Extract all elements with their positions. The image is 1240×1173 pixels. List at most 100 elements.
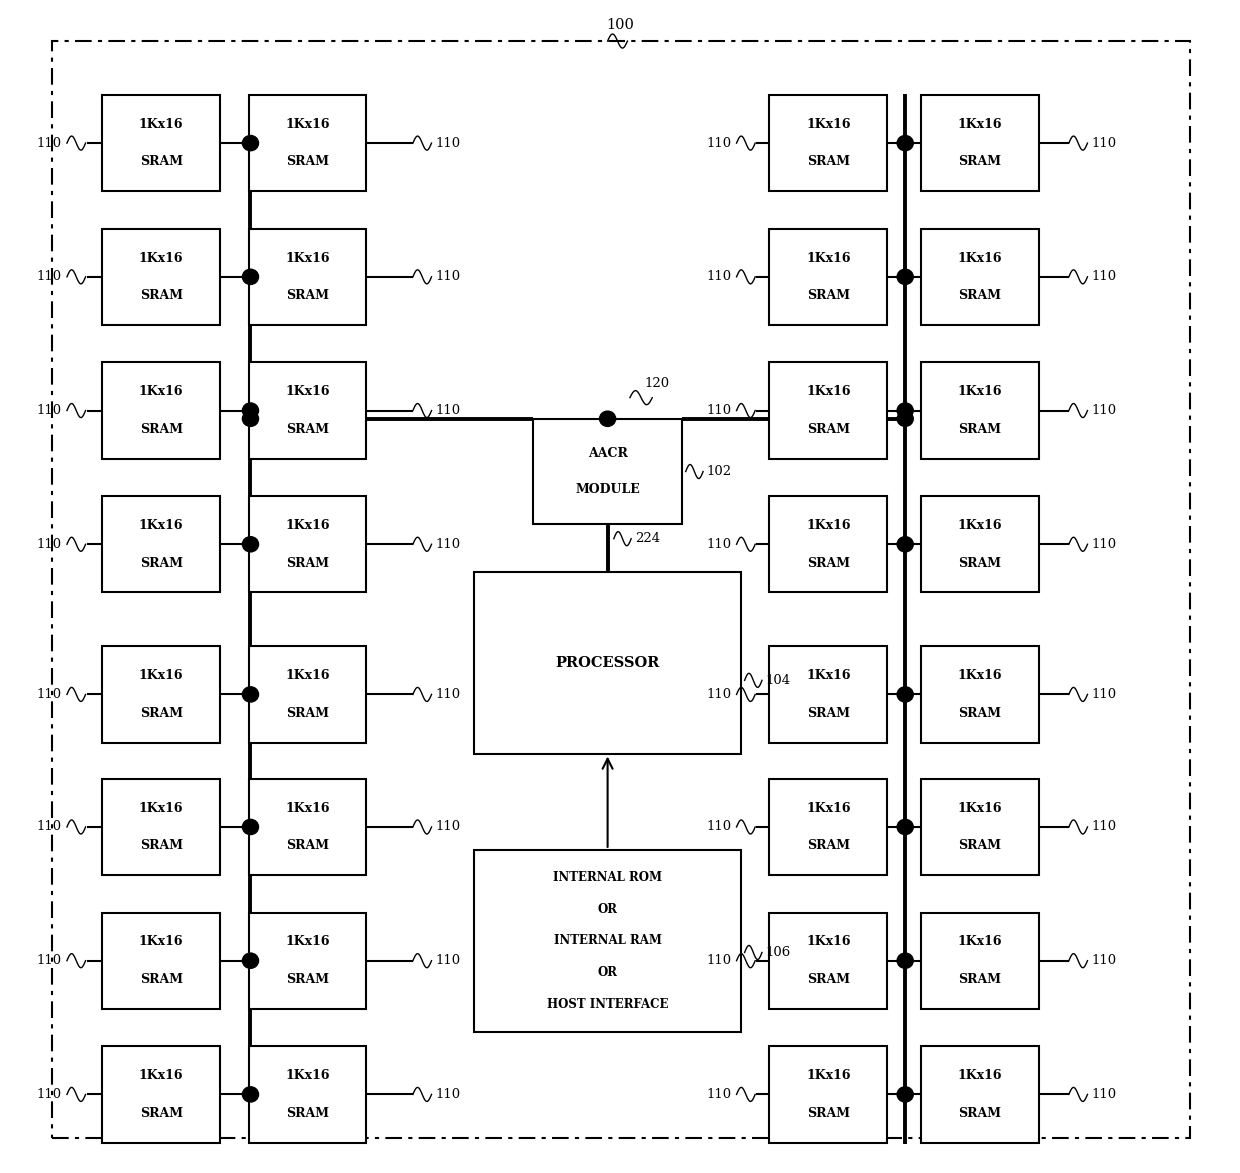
- Text: 110: 110: [1091, 820, 1116, 834]
- Text: SRAM: SRAM: [140, 1106, 182, 1120]
- Text: SRAM: SRAM: [807, 972, 849, 986]
- Text: SRAM: SRAM: [959, 706, 1001, 720]
- Text: SRAM: SRAM: [286, 556, 329, 570]
- Bar: [248, 646, 367, 743]
- Text: 1Kx16: 1Kx16: [285, 518, 330, 533]
- Text: 1Kx16: 1Kx16: [957, 518, 1002, 533]
- Bar: [248, 229, 367, 325]
- Text: OR: OR: [598, 902, 618, 916]
- Text: 1Kx16: 1Kx16: [285, 1069, 330, 1083]
- Text: 110: 110: [1091, 404, 1116, 418]
- Text: 1Kx16: 1Kx16: [806, 935, 851, 949]
- Circle shape: [898, 411, 913, 426]
- Text: SRAM: SRAM: [286, 1106, 329, 1120]
- Circle shape: [243, 269, 259, 284]
- Text: SRAM: SRAM: [959, 556, 1001, 570]
- Text: 1Kx16: 1Kx16: [139, 117, 184, 131]
- Text: SRAM: SRAM: [959, 1106, 1001, 1120]
- Text: 1Kx16: 1Kx16: [957, 1069, 1002, 1083]
- Bar: [248, 496, 367, 592]
- Text: 110: 110: [707, 404, 732, 418]
- Text: SRAM: SRAM: [140, 155, 182, 169]
- Bar: [920, 779, 1039, 875]
- Bar: [102, 779, 221, 875]
- Text: 110: 110: [435, 270, 460, 284]
- Circle shape: [898, 952, 913, 969]
- Text: SRAM: SRAM: [286, 422, 329, 436]
- Text: 1Kx16: 1Kx16: [285, 251, 330, 265]
- Text: 110: 110: [1091, 954, 1116, 968]
- Bar: [769, 779, 888, 875]
- Text: SRAM: SRAM: [140, 839, 182, 853]
- Text: SRAM: SRAM: [140, 706, 182, 720]
- Bar: [920, 913, 1039, 1009]
- Text: 110: 110: [37, 954, 62, 968]
- Text: 1Kx16: 1Kx16: [139, 801, 184, 815]
- Text: INTERNAL RAM: INTERNAL RAM: [554, 934, 661, 948]
- Bar: [474, 849, 742, 1032]
- Circle shape: [600, 411, 615, 426]
- Circle shape: [898, 402, 913, 418]
- Circle shape: [898, 536, 913, 551]
- Bar: [769, 362, 888, 459]
- Text: 1Kx16: 1Kx16: [957, 251, 1002, 265]
- Circle shape: [898, 819, 913, 835]
- Bar: [920, 646, 1039, 743]
- Circle shape: [243, 536, 259, 551]
- Circle shape: [243, 819, 259, 835]
- Text: 110: 110: [37, 404, 62, 418]
- Circle shape: [243, 411, 259, 426]
- Text: 110: 110: [37, 270, 62, 284]
- Text: 1Kx16: 1Kx16: [139, 251, 184, 265]
- Bar: [920, 362, 1039, 459]
- Text: 110: 110: [435, 136, 460, 150]
- Text: 104: 104: [766, 673, 791, 687]
- Bar: [102, 496, 221, 592]
- Text: 110: 110: [1091, 270, 1116, 284]
- Text: 120: 120: [645, 377, 670, 391]
- Text: 1Kx16: 1Kx16: [285, 385, 330, 399]
- Text: SRAM: SRAM: [807, 422, 849, 436]
- Text: 110: 110: [435, 954, 460, 968]
- Text: SRAM: SRAM: [286, 155, 329, 169]
- Text: 1Kx16: 1Kx16: [285, 669, 330, 683]
- Text: 110: 110: [37, 1087, 62, 1101]
- Text: 110: 110: [707, 820, 732, 834]
- Text: 110: 110: [707, 136, 732, 150]
- Text: 110: 110: [707, 687, 732, 701]
- Text: SRAM: SRAM: [807, 839, 849, 853]
- Text: 1Kx16: 1Kx16: [139, 1069, 184, 1083]
- Text: INTERNAL ROM: INTERNAL ROM: [553, 870, 662, 884]
- Bar: [920, 1046, 1039, 1143]
- Text: 102: 102: [707, 465, 732, 479]
- Text: SRAM: SRAM: [959, 839, 1001, 853]
- Text: 1Kx16: 1Kx16: [139, 385, 184, 399]
- Bar: [102, 229, 221, 325]
- Text: 1Kx16: 1Kx16: [957, 385, 1002, 399]
- Bar: [769, 95, 888, 191]
- Text: 110: 110: [37, 687, 62, 701]
- Bar: [474, 572, 742, 754]
- Bar: [920, 229, 1039, 325]
- Text: 1Kx16: 1Kx16: [806, 801, 851, 815]
- Bar: [769, 1046, 888, 1143]
- Text: 1Kx16: 1Kx16: [806, 385, 851, 399]
- Bar: [920, 95, 1039, 191]
- Text: SRAM: SRAM: [140, 972, 182, 986]
- Text: 110: 110: [1091, 136, 1116, 150]
- Text: 1Kx16: 1Kx16: [139, 518, 184, 533]
- Text: SRAM: SRAM: [286, 706, 329, 720]
- Text: 110: 110: [707, 954, 732, 968]
- Text: 110: 110: [435, 820, 460, 834]
- Circle shape: [243, 402, 259, 418]
- Circle shape: [243, 687, 259, 701]
- Text: SRAM: SRAM: [807, 706, 849, 720]
- Text: 110: 110: [1091, 687, 1116, 701]
- Text: 110: 110: [435, 1087, 460, 1101]
- Text: 110: 110: [1091, 537, 1116, 551]
- Text: MODULE: MODULE: [575, 482, 640, 496]
- Text: 1Kx16: 1Kx16: [957, 117, 1002, 131]
- Bar: [102, 646, 221, 743]
- Text: SRAM: SRAM: [807, 1106, 849, 1120]
- Bar: [102, 95, 221, 191]
